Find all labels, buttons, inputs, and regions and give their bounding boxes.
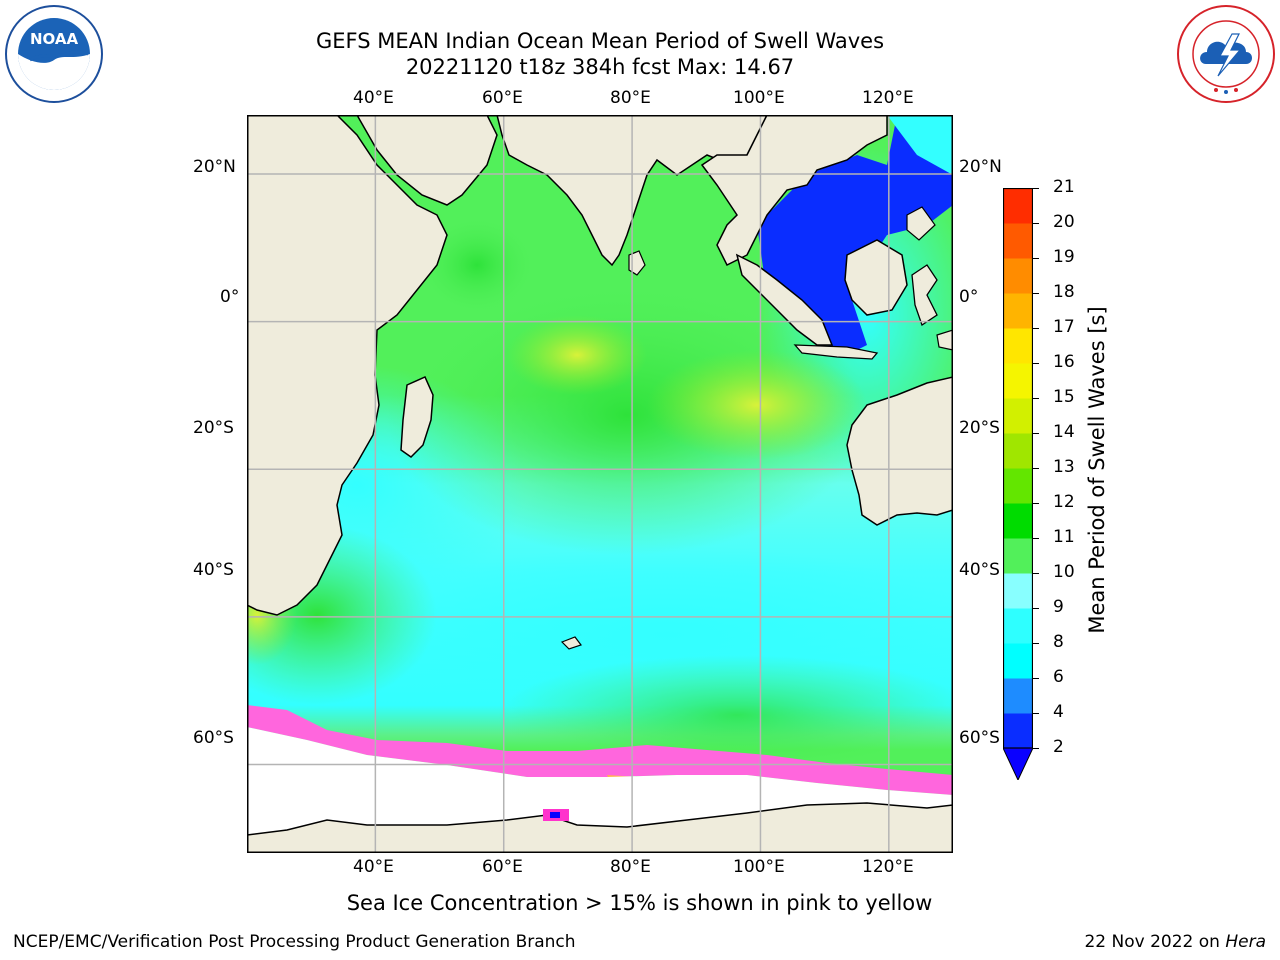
colorbar-tick-label: 17 [1053, 317, 1075, 337]
colorbar-tick-label: 11 [1053, 527, 1075, 547]
colorbar-label: Mean Period of Swell Waves [s] [1085, 306, 1109, 634]
lon-label-bottom-120e: 120°E [862, 857, 914, 877]
sea-ice-band [247, 705, 953, 795]
sea-ice-note: Sea Ice Concentration > 15% is shown in … [346, 891, 933, 915]
colorbar-tick-label: 10 [1053, 562, 1075, 582]
colorbar-tick-mark [1033, 468, 1039, 469]
colorbar-tick-label: 4 [1053, 702, 1064, 722]
colorbar-segment [1003, 328, 1033, 364]
colorbar-tick-mark [1033, 573, 1039, 574]
nws-logo-icon [1177, 5, 1275, 103]
antarctica [247, 802, 953, 853]
lat-label-left-60s: 60°S [193, 728, 234, 748]
swell-period-map [247, 115, 953, 853]
lat-label-right-40s: 40°S [959, 560, 1000, 580]
footer-date-text: 22 Nov 2022 on [1084, 932, 1226, 952]
noaa-logo-icon: NOAA [5, 5, 103, 103]
colorbar-tick-label: 19 [1053, 247, 1075, 267]
colorbar-segment [1003, 608, 1033, 644]
lat-label-right-60s: 60°S [959, 728, 1000, 748]
footer-credit: NCEP/EMC/Verification Post Processing Pr… [13, 932, 576, 952]
lon-label-top-100e: 100°E [733, 88, 785, 108]
lon-label-bottom-100e: 100°E [733, 857, 785, 877]
colorbar-tick-mark [1033, 188, 1039, 189]
colorbar-segment [1003, 398, 1033, 434]
lon-label-bottom-40e: 40°E [353, 857, 394, 877]
colorbar-frame [1003, 188, 1033, 749]
madagascar [400, 376, 434, 458]
plot-subtitle: 20221120 t18z 384h fcst Max: 14.67 [405, 55, 795, 79]
borneo [844, 239, 908, 316]
kerguelen-island [560, 636, 582, 650]
colorbar-tick-label: 20 [1053, 212, 1075, 232]
colorbar-tick-label: 2 [1053, 737, 1064, 757]
lat-label-right-0: 0° [959, 287, 979, 307]
colorbar-segment [1003, 433, 1033, 469]
low-period-region [757, 115, 953, 355]
colorbar-tick-label: 14 [1053, 422, 1075, 442]
colorbar-segment [1003, 188, 1033, 224]
arabia [356, 115, 498, 206]
lon-label-top-120e: 120°E [862, 88, 914, 108]
footer-date: 22 Nov 2022 on Hera [1084, 932, 1266, 952]
colorbar-tick-label: 12 [1053, 492, 1075, 512]
footer-machine: Hera [1225, 932, 1266, 952]
colorbar-under-arrow [1003, 747, 1033, 780]
australia [846, 376, 953, 526]
colorbar-tick-mark [1033, 748, 1039, 749]
colorbar-tick-mark [1033, 678, 1039, 679]
lon-label-top-40e: 40°E [353, 88, 394, 108]
colorbar-tick-label: 16 [1053, 352, 1075, 372]
colorbar-segment [1003, 643, 1033, 679]
colorbar-tick-label: 21 [1053, 177, 1075, 197]
lat-label-right-20s: 20°S [959, 418, 1000, 438]
colorbar-tick-mark [1033, 643, 1039, 644]
colorbar-segment [1003, 468, 1033, 504]
colorbar-tick-mark [1033, 363, 1039, 364]
colorbar-tick-mark [1033, 398, 1039, 399]
colorbar-tick-label: 8 [1053, 632, 1064, 652]
colorbar-segment [1003, 678, 1033, 714]
java [793, 344, 879, 360]
lat-label-left-20n: 20°N [193, 157, 236, 177]
lat-label-right-20n: 20°N [959, 157, 1002, 177]
colorbar-tick-mark [1033, 538, 1039, 539]
colorbar-segment [1003, 223, 1033, 259]
colorbar-segment [1003, 293, 1033, 329]
map-gridlines [247, 115, 953, 853]
colorbar-tick-label: 13 [1053, 457, 1075, 477]
colorbar-tick-mark [1033, 328, 1039, 329]
colorbar-segment [1003, 363, 1033, 399]
map-frame [247, 115, 953, 853]
colorbar-tick-mark [1033, 503, 1039, 504]
colorbar-tick-label: 15 [1053, 387, 1075, 407]
lat-label-left-0: 0° [220, 287, 240, 307]
colorbar-segment [1003, 258, 1033, 294]
colorbar-tick-mark [1033, 293, 1039, 294]
lon-label-top-60e: 60°E [482, 88, 523, 108]
colorbar-tick-mark [1033, 223, 1039, 224]
noaa-logo-text: NOAA [30, 30, 79, 48]
colorbar-tick-label: 9 [1053, 597, 1064, 617]
colorbar-tick-label: 6 [1053, 667, 1064, 687]
colorbar [1003, 188, 1033, 780]
colorbar-segment [1003, 573, 1033, 609]
colorbar-segment [1003, 713, 1033, 749]
africa [247, 115, 448, 616]
colorbar-tick-mark [1033, 433, 1039, 434]
colorbar-segment [1003, 538, 1033, 574]
plot-title: GEFS MEAN Indian Ocean Mean Period of Sw… [315, 29, 885, 53]
colorbar-tick-label: 18 [1053, 282, 1075, 302]
colorbar-tick-mark [1033, 258, 1039, 259]
lon-label-bottom-60e: 60°E [482, 857, 523, 877]
southeast-asia [700, 115, 888, 267]
lon-label-bottom-80e: 80°E [610, 857, 651, 877]
lon-label-top-80e: 80°E [610, 88, 651, 108]
lat-label-left-20s: 20°S [193, 418, 234, 438]
colorbar-tick-mark [1033, 608, 1039, 609]
colorbar-segment [1003, 503, 1033, 539]
colorbar-tick-mark [1033, 713, 1039, 714]
lat-label-left-40s: 40°S [193, 560, 234, 580]
